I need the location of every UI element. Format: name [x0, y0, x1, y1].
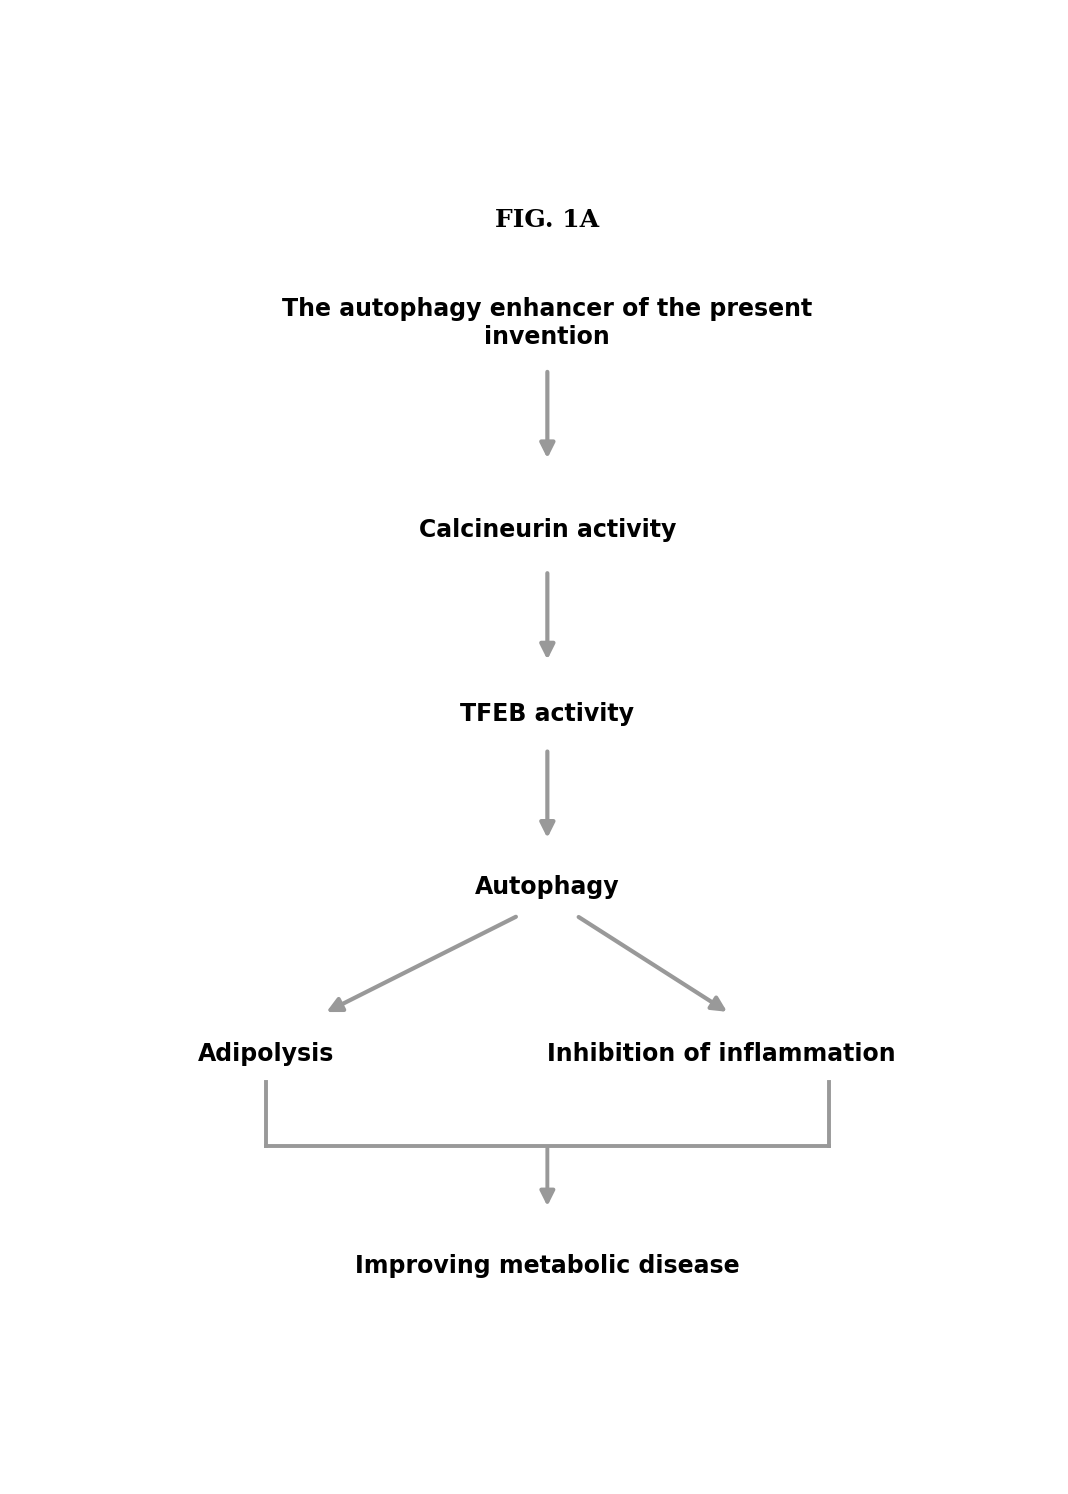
Text: TFEB activity: TFEB activity [460, 702, 634, 726]
Text: Autophagy: Autophagy [475, 875, 619, 899]
Text: Inhibition of inflammation: Inhibition of inflammation [547, 1041, 895, 1065]
Text: Improving metabolic disease: Improving metabolic disease [355, 1255, 740, 1279]
Text: Calcineurin activity: Calcineurin activity [419, 518, 676, 542]
Text: Adipolysis: Adipolysis [198, 1041, 334, 1065]
Text: FIG. 1A: FIG. 1A [496, 208, 599, 232]
Text: The autophagy enhancer of the present
invention: The autophagy enhancer of the present in… [282, 297, 813, 350]
